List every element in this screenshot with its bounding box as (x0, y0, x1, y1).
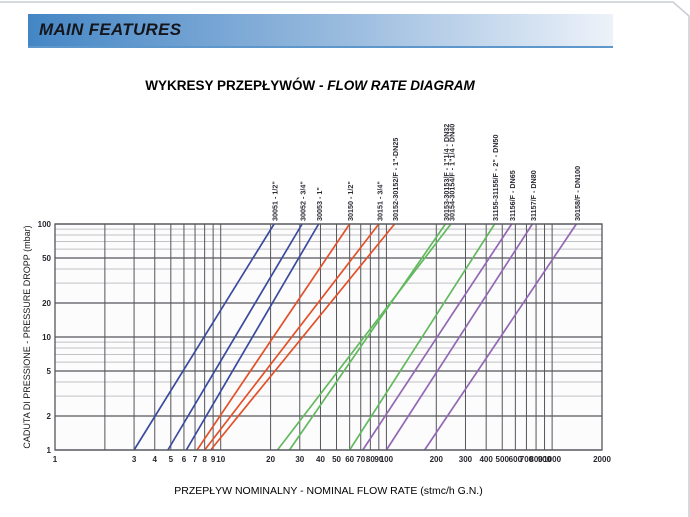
series-line (133, 223, 275, 451)
y-tick-label: 5 (47, 367, 52, 376)
x-tick-label: 900 (538, 455, 552, 464)
x-tick-label: 6 (182, 455, 187, 464)
series-line (196, 223, 351, 451)
x-tick-label: 100 (380, 455, 394, 464)
y-tick-label: 10 (42, 333, 51, 342)
section-header-bar: MAIN FEATURES (28, 14, 613, 48)
series-line (348, 223, 496, 451)
x-tick-label: 5 (169, 455, 174, 464)
x-tick-label: 3 (132, 455, 137, 464)
x-tick-label: 2000 (593, 455, 611, 464)
x-tick-label: 200 (430, 455, 444, 464)
x-tick-label: 20 (266, 455, 275, 464)
x-tick-label: 4 (153, 455, 158, 464)
x-tick-label: 90 (374, 455, 383, 464)
chart-title: WYKRESY PRZEPŁYWÓW - FLOW RATE DIAGRAM (55, 78, 565, 93)
chart-title-italic: FLOW RATE DIAGRAM (327, 78, 475, 93)
series-label: 30052 - 3/4" (299, 181, 308, 221)
x-tick-label: 800 (529, 455, 543, 464)
series-line (362, 223, 513, 451)
series-label: 30152-30152/F - 1"-DN25 (391, 138, 400, 221)
series-line (167, 223, 303, 451)
x-tick-label: 70 (356, 455, 365, 464)
x-tick-label: 7 (193, 455, 198, 464)
chart-title-normal: WYKRESY PRZEPŁYWÓW - (145, 78, 328, 93)
y-tick-label: 50 (42, 254, 51, 263)
series-line (288, 223, 447, 451)
x-tick-label: 400 (479, 455, 493, 464)
section-header-title: MAIN FEATURES (39, 20, 182, 39)
series-label: 30151 - 3/4" (375, 181, 384, 221)
series-line (185, 223, 320, 451)
y-tick-label: 1 (47, 446, 52, 455)
x-tick-label: 300 (459, 455, 473, 464)
series-label: 31156/F - DN65 (508, 170, 517, 221)
x-tick-label: 60 (345, 455, 354, 464)
y-tick-label: 2 (47, 412, 52, 421)
series-label: 30150 - 1/2" (346, 181, 355, 221)
x-tick-label: 40 (316, 455, 325, 464)
x-axis-title: PRZEPŁYW NOMINALNY - NOMINAL FLOW RATE (… (174, 485, 482, 497)
series-label: 31155-31155/F - 2" - DN50 (491, 134, 500, 221)
series-label: 30158/F - DN100 (573, 166, 582, 221)
y-tick-label: 20 (42, 299, 51, 308)
x-tick-label: 500 (496, 455, 510, 464)
x-tick-label: 600 (509, 455, 523, 464)
series-label: 30153-30153/F - 1"1/4 - DN32 (442, 124, 451, 221)
x-tick-label: 30 (295, 455, 304, 464)
x-tick-label: 1000 (543, 455, 561, 464)
x-tick-label: 700 (520, 455, 534, 464)
y-axis-title: CADUTA DI PRESSIONE - PRESSURE DROPP (mb… (22, 225, 32, 448)
series-line (385, 223, 534, 451)
x-tick-label: 80 (366, 455, 375, 464)
series-label: 30051 - 1/2" (271, 181, 280, 221)
series-label: 30053 - 1" (315, 187, 324, 221)
y-tick-label: 100 (38, 220, 52, 229)
series-line (210, 223, 396, 451)
x-tick-label: 1 (53, 455, 58, 464)
series-line (203, 223, 380, 451)
x-tick-label: 9 (211, 455, 216, 464)
x-tick-label: 8 (202, 455, 207, 464)
series-line (276, 223, 452, 451)
series-line (423, 223, 578, 451)
x-tick-label: 10 (216, 455, 225, 464)
series-label: 30154-30154/F - 1"1/4 - DN40 (447, 124, 456, 221)
plot-border (54, 223, 603, 451)
series-label: 31157/F - DN80 (529, 170, 538, 221)
x-tick-label: 50 (332, 455, 341, 464)
